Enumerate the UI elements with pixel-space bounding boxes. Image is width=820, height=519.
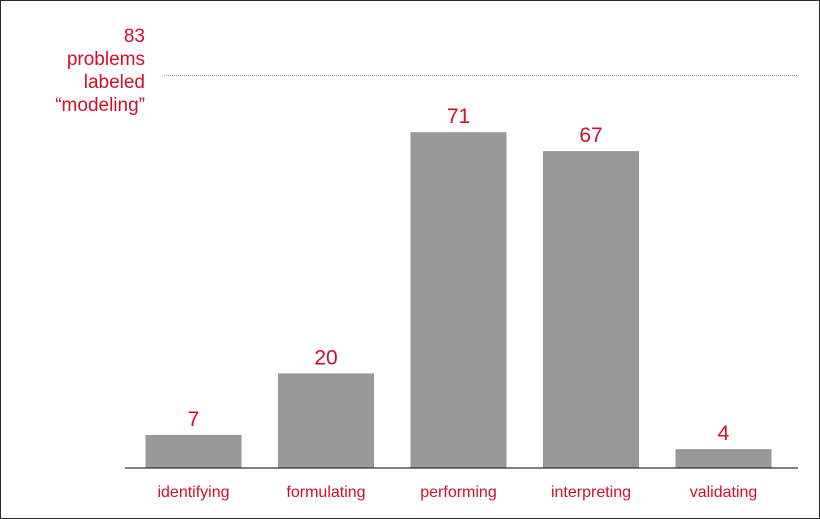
data-label: 71 [447, 105, 470, 128]
bar-performing [410, 132, 507, 469]
data-label: 4 [718, 422, 730, 445]
data-label: 7 [188, 408, 200, 431]
reference-label-line: problems [66, 49, 145, 70]
category-label: performing [420, 484, 496, 501]
category-label: validating [690, 484, 758, 501]
reference-label-line: “modeling” [55, 95, 145, 116]
reference-line-label: 83 problems labeled “modeling” [5, 25, 145, 117]
data-label: 20 [314, 346, 337, 369]
bar-interpreting [543, 151, 639, 468]
category-label: identifying [157, 484, 229, 501]
bar-validating [675, 449, 772, 468]
reference-label-line: 83 [123, 26, 145, 47]
data-label: 67 [579, 124, 602, 147]
bar-formulating [278, 373, 374, 468]
category-label: formulating [286, 484, 365, 501]
reference-label-line: labeled [83, 72, 145, 93]
bar-identifying [145, 434, 242, 468]
category-label: interpreting [551, 484, 631, 501]
